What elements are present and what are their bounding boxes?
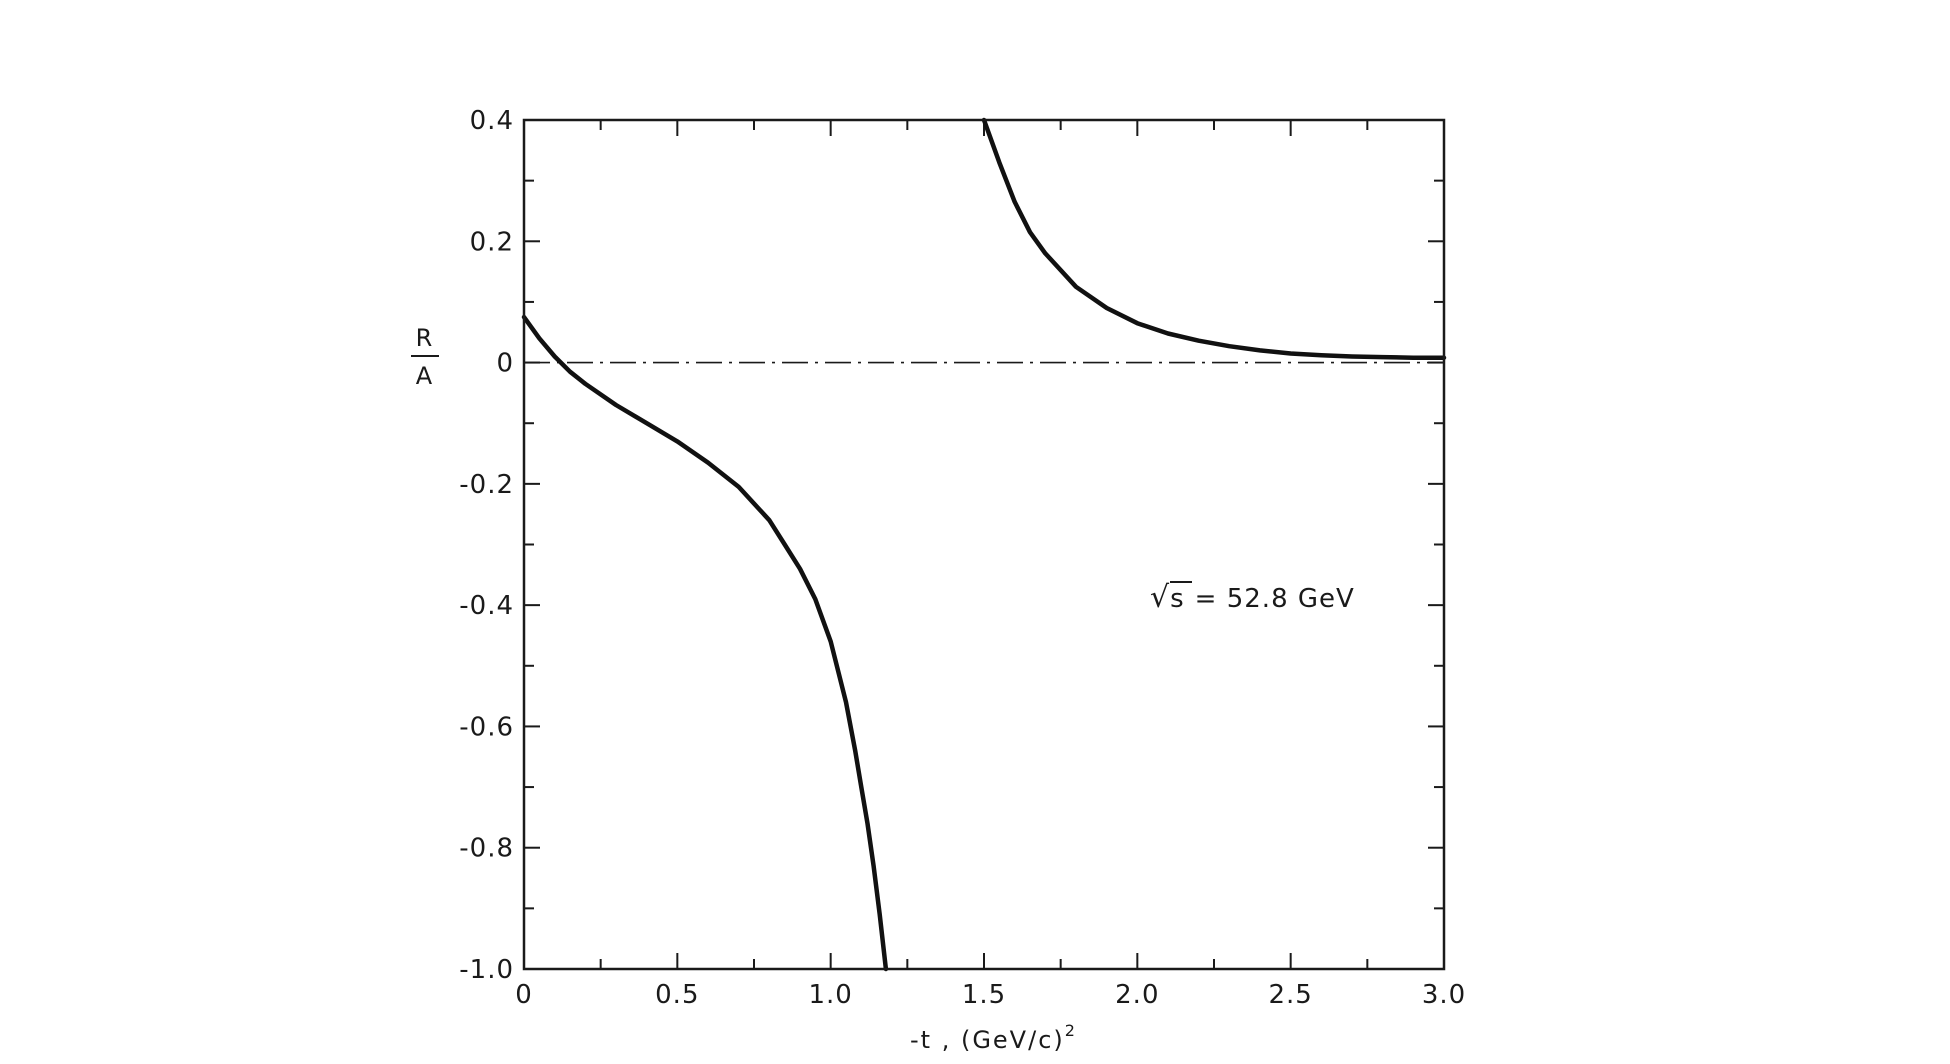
series-line-1 [521, 314, 889, 972]
x-tick-label: 0 [515, 980, 533, 1010]
x-tick-label: 1.0 [808, 980, 852, 1010]
plot-frame [522, 118, 1446, 971]
x-tick-label: 3.0 [1422, 980, 1466, 1010]
labels-layer: 0.40.20-0.2-0.4-0.6-0.8-1.00 0.5 1.0 1.5 2.0… [459, 106, 1466, 1010]
y-tick-label: -0.4 [459, 591, 514, 621]
x-tick-label: 2.5 [1268, 980, 1312, 1010]
x-tick-label: 2.0 [1115, 980, 1159, 1010]
y-tick-label: -0.8 [459, 834, 514, 864]
series-line-2 [981, 117, 1447, 360]
y-tick-label: 0.4 [470, 106, 514, 136]
annotation-radicand: s [1170, 584, 1185, 614]
x-axis-label-text: -t , (GeV/c) [910, 1026, 1065, 1054]
x-tick-label: 1.5 [962, 980, 1006, 1010]
y-tick-label: -0.6 [459, 712, 514, 742]
ticks-layer [523, 119, 1445, 970]
series-layer [521, 117, 1447, 972]
y-tick-label: 0.2 [470, 227, 514, 257]
y-tick-label: -1.0 [459, 955, 514, 985]
x-axis-label-superscript: 2 [1065, 1021, 1077, 1040]
y-tick-label: -0.2 [459, 470, 514, 500]
annotation-sqrt-symbol: √ [1150, 580, 1170, 615]
annotation-value: = 52.8 GeV [1195, 584, 1355, 614]
y-tick-label: 0 [496, 349, 514, 379]
x-tick-label: 0.5 [655, 980, 699, 1010]
y-axis-label-numerator: R [416, 324, 435, 352]
annotation-sqrt-s: √s = 52.8 GeV [1150, 580, 1355, 615]
y-axis-label-denominator: A [416, 362, 434, 390]
x-axis-label: -t , (GeV/c)2 [910, 1021, 1077, 1054]
